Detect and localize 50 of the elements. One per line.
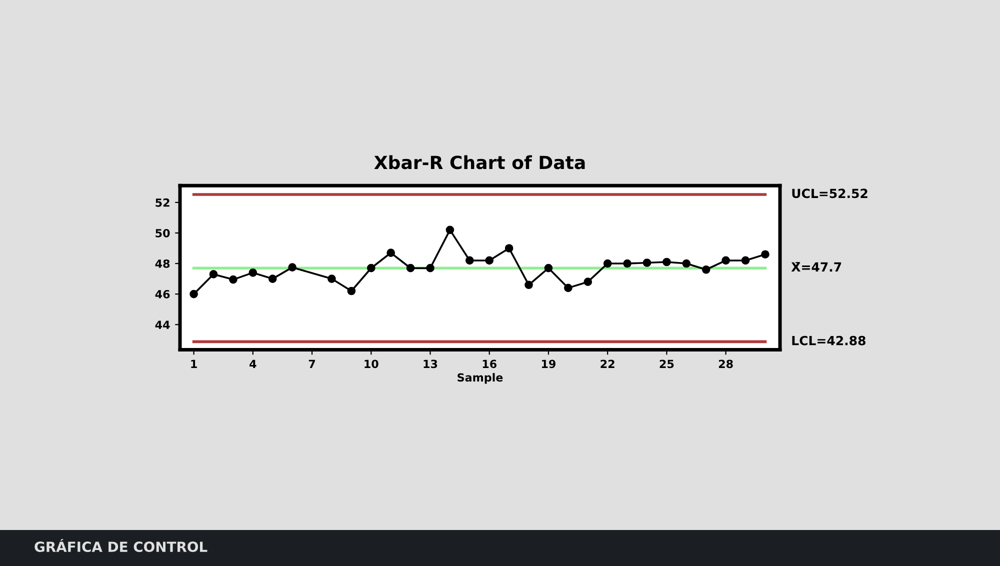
point [328, 274, 336, 283]
ref-line-label: LCL=42.88 [792, 336, 866, 346]
x-tick-label: 10 [364, 360, 378, 368]
ref-line-label: UCL=52.52 [792, 188, 868, 198]
point [761, 250, 770, 259]
x-tick-label: 13 [424, 360, 438, 368]
point [485, 256, 494, 265]
point [504, 244, 514, 252]
text: GRÁFICA DE CONTROL [34, 538, 208, 552]
point [623, 259, 632, 268]
point [426, 264, 434, 272]
point [662, 258, 671, 266]
y-tick-label: 50 [156, 228, 170, 238]
x-tick-label: 1 [191, 360, 197, 368]
chart-title: Xbar-R Chart of Data [374, 155, 585, 170]
y-tick-label: 44 [155, 320, 170, 329]
point [366, 264, 376, 272]
point [682, 259, 691, 268]
y-tick-label: 46 [155, 290, 170, 298]
point [564, 284, 572, 292]
x-tick-label: 19 [542, 360, 556, 368]
x-tick-label: 28 [718, 360, 733, 368]
point [524, 280, 533, 290]
point [248, 268, 258, 277]
point [288, 263, 296, 272]
point [268, 274, 277, 283]
x-tick-label: 7 [308, 360, 315, 368]
point [584, 278, 592, 286]
point [722, 256, 730, 265]
point [465, 256, 474, 265]
x-axis-title: Sample [458, 373, 503, 384]
x-tick-label: 4 [250, 360, 256, 368]
point [741, 256, 750, 265]
ref-line-label: X̄=47.7 [791, 262, 842, 272]
point [229, 275, 238, 284]
y-tick-label: 48 [155, 259, 170, 268]
x-tick-label: 16 [482, 360, 496, 368]
point [347, 286, 356, 296]
point [603, 259, 612, 268]
point [544, 264, 553, 272]
point [386, 248, 396, 257]
point [702, 265, 710, 274]
point [406, 264, 415, 272]
y-tick-label: 52 [156, 198, 170, 207]
point [190, 290, 198, 298]
point [446, 226, 454, 234]
point [209, 270, 218, 278]
point [642, 258, 652, 267]
x-tick-label: 22 [600, 360, 614, 368]
x-tick-label: 25 [660, 360, 674, 368]
